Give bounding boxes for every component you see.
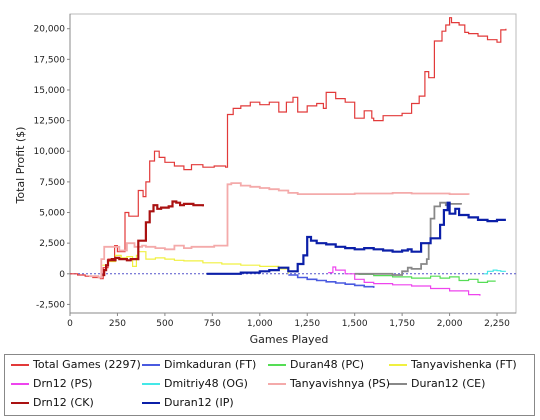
legend-swatch <box>268 363 286 366</box>
x-tick-label: 1,250 <box>294 319 320 329</box>
x-tick-label: 750 <box>204 319 221 329</box>
x-tick-label: 2,000 <box>437 319 463 329</box>
legend-swatch <box>389 363 407 366</box>
legend-swatch <box>389 382 407 385</box>
legend-item: Tanyavishenka (FT) <box>389 358 517 371</box>
legend-item: Duran12 (CE) <box>389 377 485 390</box>
series-line-tanyavishnya-ps <box>89 182 470 279</box>
legend-swatch <box>142 382 160 385</box>
y-tick-label: 7,500 <box>39 178 65 188</box>
legend-label: Tanyavishnya (PS) <box>290 377 391 390</box>
legend-item: Tanyavishnya (PS) <box>268 377 390 390</box>
series-line-duran48-pc <box>358 273 496 283</box>
plot-area <box>69 13 517 314</box>
x-tick-label: 0 <box>67 319 73 329</box>
legend-swatch <box>11 401 29 404</box>
legend-item: Duran48 (PC) <box>268 358 364 371</box>
legend-swatch <box>268 382 286 385</box>
y-tick-label: 17,500 <box>34 55 66 65</box>
y-tick-label: 5,000 <box>39 209 65 219</box>
legend-swatch <box>11 382 29 385</box>
legend-swatch <box>11 363 29 366</box>
legend-swatch <box>142 363 160 366</box>
legend: Total Games (2297) Dimkaduran (FT) Duran48… <box>4 354 535 416</box>
x-tick-label: 2,250 <box>484 319 510 329</box>
y-tick-label: -2,500 <box>36 300 65 310</box>
x-tick-label: 250 <box>109 319 126 329</box>
legend-item: Drn12 (PS) <box>11 377 92 390</box>
legend-label: Duran12 (IP) <box>164 396 234 409</box>
y-tick-label: 20,000 <box>34 25 66 35</box>
legend-item: Total Games (2297) <box>11 358 141 371</box>
y-tick-label: 10,000 <box>34 147 66 157</box>
legend-label: Duran48 (PC) <box>290 358 365 371</box>
legend-label: Tanyavishenka (FT) <box>411 358 517 371</box>
x-tick-label: 1,500 <box>342 319 368 329</box>
series-line-drn12-ps <box>328 266 481 296</box>
legend-swatch <box>142 401 160 404</box>
series-line-duran12-ip <box>206 201 506 275</box>
legend-item: Dmitriy48 (OG) <box>142 377 248 390</box>
legend-item: Duran12 (IP) <box>142 396 234 409</box>
legend-label: Duran12 (CE) <box>411 377 486 390</box>
y-tick-label: 12,500 <box>34 117 66 127</box>
y-axis-title: Total Profit ($) <box>14 127 27 205</box>
y-tick-label: 0 <box>59 270 65 280</box>
x-tick-label: 1,000 <box>247 319 273 329</box>
legend-label: Dimkaduran (FT) <box>164 358 257 371</box>
chart-area: Total Profit ($) Games Played -2,50002,5… <box>14 13 517 346</box>
x-axis-title: Games Played <box>250 333 329 346</box>
legend-label: Dmitriy48 (OG) <box>164 377 248 390</box>
y-tick-label: 15,000 <box>34 86 66 96</box>
series-line-dmitriy48-og <box>483 269 506 275</box>
legend-label: Drn12 (PS) <box>33 377 93 390</box>
series-line-dimkaduran-ft <box>288 274 375 288</box>
y-tick-label: 2,500 <box>39 239 65 249</box>
legend-label: Total Games (2297) <box>33 358 141 371</box>
x-tick-label: 500 <box>156 319 173 329</box>
x-tick-label: 1,750 <box>389 319 415 329</box>
legend-item: Dimkaduran (FT) <box>142 358 256 371</box>
series-line-total-games-2297 <box>70 17 507 280</box>
legend-label: Drn12 (CK) <box>33 396 94 409</box>
series-line-tanyavishenka-ft <box>102 251 289 274</box>
series-line-drn12-ck <box>102 200 204 277</box>
legend-item: Drn12 (CK) <box>11 396 94 409</box>
